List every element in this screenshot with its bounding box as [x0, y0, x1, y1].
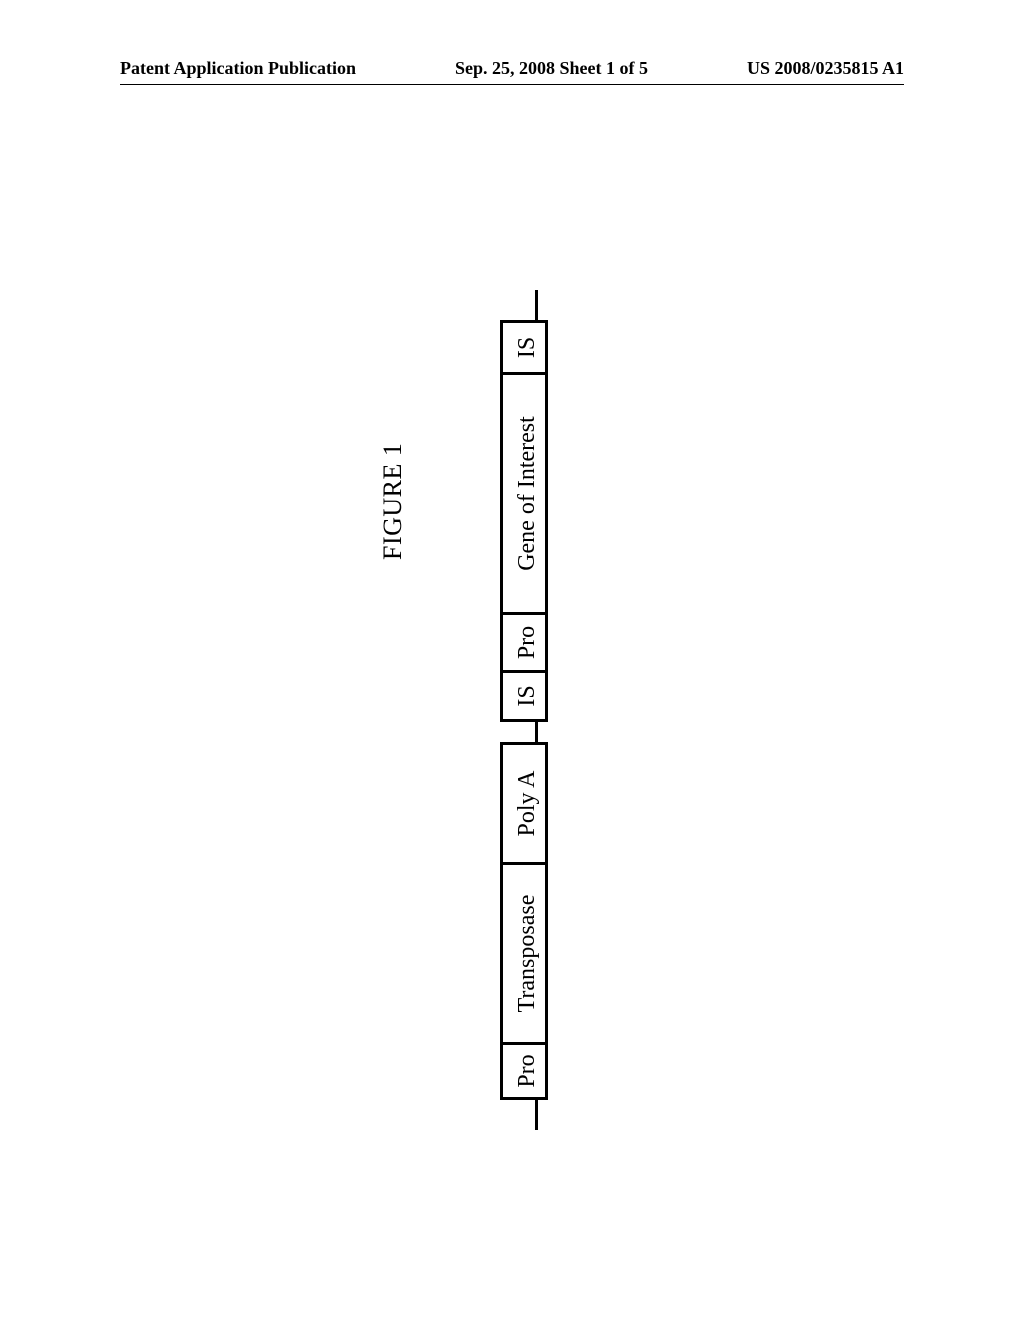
wire-left	[535, 1100, 538, 1130]
header-center: Sep. 25, 2008 Sheet 1 of 5	[455, 58, 648, 79]
wire-right	[535, 290, 538, 320]
figure-title: FIGURE 1	[378, 443, 408, 560]
box-polya: Poly A	[500, 742, 548, 862]
box-transposase: Transposase	[500, 862, 548, 1042]
box-is-left: IS	[500, 670, 548, 722]
box-pro-1: Pro	[500, 1042, 548, 1100]
wire-mid	[535, 722, 538, 742]
construct-row: Pro Transposase Poly A IS Pro Gene of In…	[500, 140, 548, 1130]
box-is-right: IS	[500, 320, 548, 372]
box-gene-of-interest: Gene of Interest	[500, 372, 548, 612]
page-header: Patent Application Publication Sep. 25, …	[0, 58, 1024, 79]
header-left: Patent Application Publication	[120, 58, 356, 79]
gene-construct-diagram: Pro Transposase Poly A IS Pro Gene of In…	[500, 140, 548, 1130]
cassette-group-2: IS Pro Gene of Interest IS	[500, 320, 548, 722]
header-rule	[120, 84, 904, 85]
box-pro-2: Pro	[500, 612, 548, 670]
cassette-group-1: Pro Transposase Poly A	[500, 742, 548, 1100]
header-right: US 2008/0235815 A1	[747, 58, 904, 79]
